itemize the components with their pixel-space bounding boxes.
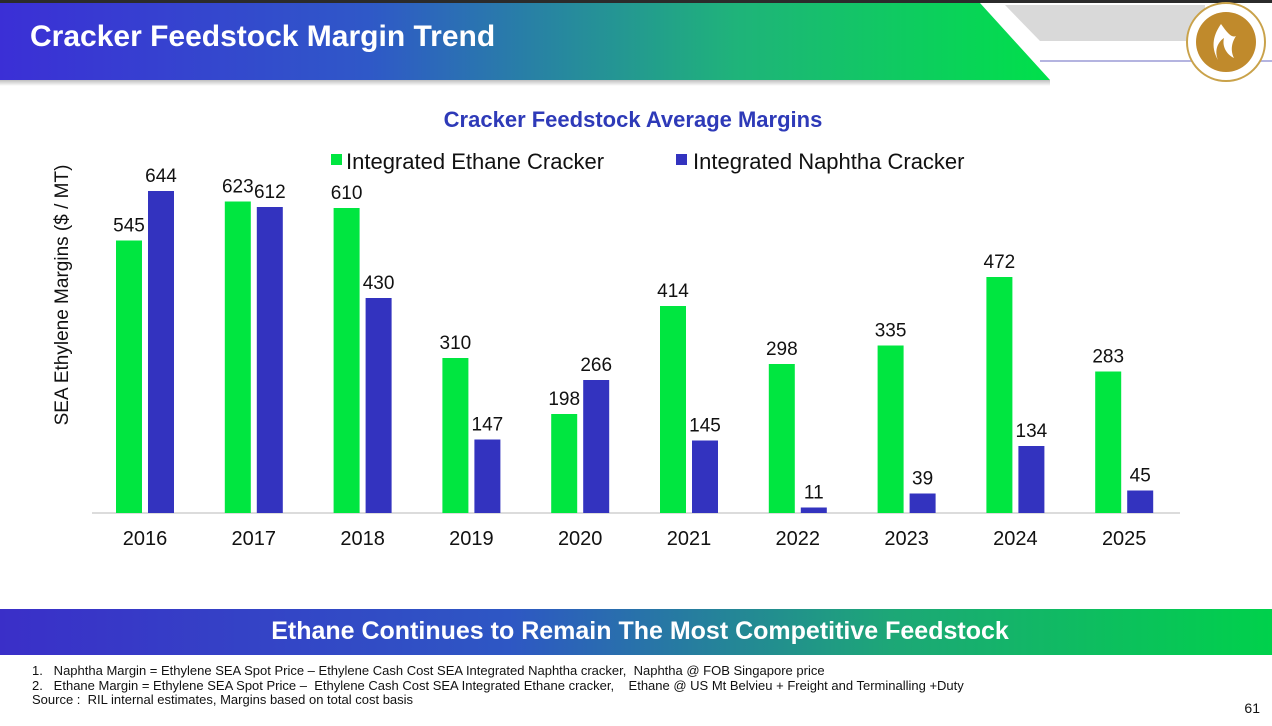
bar-ethane-2019 [442, 358, 469, 513]
bar-ethane-2021 [660, 306, 686, 513]
bar-ethane-2024 [986, 277, 1013, 513]
bar-ethane-2016 [116, 240, 142, 513]
bar-ethane-2025 [1095, 371, 1122, 513]
footnote-2: 2. Ethane Margin = Ethylene SEA Spot Pri… [32, 677, 964, 693]
bar-ethane-2018 [333, 208, 360, 513]
x-tick-label-2021: 2021 [667, 528, 712, 550]
page-title: Cracker Feedstock Margin Trend [30, 20, 496, 53]
data-label-ethane-2018: 610 [331, 183, 363, 204]
data-label-naphtha-2022: 11 [804, 483, 824, 504]
bar-naphtha-2020 [583, 380, 610, 513]
bar-naphtha-2016 [148, 191, 174, 513]
data-label-ethane-2025: 283 [1092, 347, 1124, 368]
footnote-source: Source : RIL internal estimates, Margins… [32, 692, 414, 707]
data-label-ethane-2021: 414 [657, 281, 689, 302]
data-label-naphtha-2025: 45 [1130, 466, 1151, 487]
legend-swatch-ethane [331, 154, 342, 165]
data-label-naphtha-2023: 39 [912, 469, 933, 490]
title-banner-shadow [0, 80, 1050, 86]
x-tick-label-2022: 2022 [776, 528, 821, 550]
bar-ethane-2023 [877, 345, 904, 513]
x-tick-label-2025: 2025 [1102, 528, 1147, 550]
reliance-flame-logo-icon [1186, 2, 1266, 82]
data-label-ethane-2020: 198 [548, 389, 580, 410]
bar-naphtha-2021 [692, 440, 718, 513]
title-banner [0, 3, 1050, 80]
bar-ethane-2020 [551, 414, 578, 513]
chart-title: Cracker Feedstock Average Margins [444, 107, 823, 132]
legend-label-naphtha: Integrated Naphtha Cracker [693, 149, 965, 174]
bar-naphtha-2022 [800, 507, 827, 513]
x-tick-label-2020: 2020 [558, 528, 603, 550]
data-label-ethane-2024: 472 [984, 252, 1016, 273]
bar-naphtha-2025 [1127, 490, 1154, 513]
data-label-ethane-2017: 623 [222, 177, 254, 198]
x-tick-label-2024: 2024 [993, 528, 1038, 550]
x-tick-label-2019: 2019 [449, 528, 494, 550]
bottom-banner: Ethane Continues to Remain The Most Comp… [0, 609, 1272, 655]
footnote-1: 1. Naphtha Margin = Ethylene SEA Spot Pr… [32, 663, 825, 678]
bars-group: 545 644 2016 623 612 2017 610 430 2018 310 147 2019… [113, 166, 1154, 550]
x-tick-label-2016: 2016 [123, 528, 168, 550]
data-label-ethane-2016: 545 [113, 216, 145, 237]
bar-ethane-2022 [768, 364, 795, 513]
page-number: 61 [1244, 700, 1260, 716]
bar-naphtha-2017 [256, 207, 283, 513]
data-label-naphtha-2020: 266 [580, 355, 612, 376]
bar-naphtha-2018 [365, 298, 392, 513]
bar-ethane-2017 [224, 201, 251, 513]
legend-swatch-naphtha [676, 154, 687, 165]
bar-naphtha-2019 [474, 439, 501, 513]
x-tick-label-2018: 2018 [340, 528, 385, 550]
data-label-ethane-2023: 335 [875, 321, 907, 342]
legend-label-ethane: Integrated Ethane Cracker [346, 149, 604, 174]
data-label-naphtha-2021: 145 [689, 416, 721, 437]
x-tick-label-2017: 2017 [232, 528, 277, 550]
data-label-ethane-2019: 310 [440, 333, 472, 354]
bar-naphtha-2024 [1018, 446, 1045, 513]
data-label-naphtha-2024: 134 [1016, 421, 1048, 442]
data-label-naphtha-2017: 612 [254, 182, 286, 203]
y-axis-label: SEA Ethylene Margins ($ / MT) [52, 165, 73, 426]
data-label-naphtha-2018: 430 [363, 273, 395, 294]
data-label-ethane-2022: 298 [766, 339, 798, 360]
top-rule [0, 0, 1272, 3]
footnotes: 1. Naphtha Margin = Ethylene SEA Spot Pr… [32, 663, 964, 708]
x-tick-label-2023: 2023 [884, 528, 929, 550]
bar-naphtha-2023 [909, 493, 936, 513]
header-divider-line [1040, 60, 1272, 62]
bottom-banner-text: Ethane Continues to Remain The Most Comp… [271, 617, 1009, 645]
data-label-naphtha-2016: 644 [145, 166, 177, 187]
header-grey-tab [1005, 5, 1205, 41]
bar-chart: Cracker Feedstock Average Margins Integr… [52, 107, 1180, 550]
data-label-naphtha-2019: 147 [472, 415, 504, 436]
legend: Integrated Ethane Cracker Integrated Nap… [331, 149, 965, 174]
